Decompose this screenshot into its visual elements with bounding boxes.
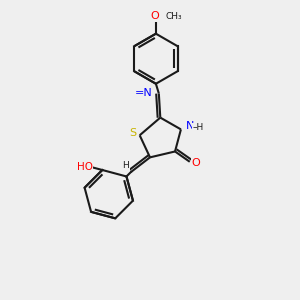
Text: =N: =N <box>135 88 152 98</box>
Text: HO: HO <box>76 162 93 172</box>
Text: H: H <box>122 161 129 170</box>
Text: O: O <box>150 11 159 21</box>
Text: S: S <box>129 128 136 138</box>
Text: CH₃: CH₃ <box>165 11 182 20</box>
Text: –H: –H <box>192 123 204 132</box>
Text: O: O <box>192 158 201 168</box>
Text: N: N <box>186 121 194 131</box>
